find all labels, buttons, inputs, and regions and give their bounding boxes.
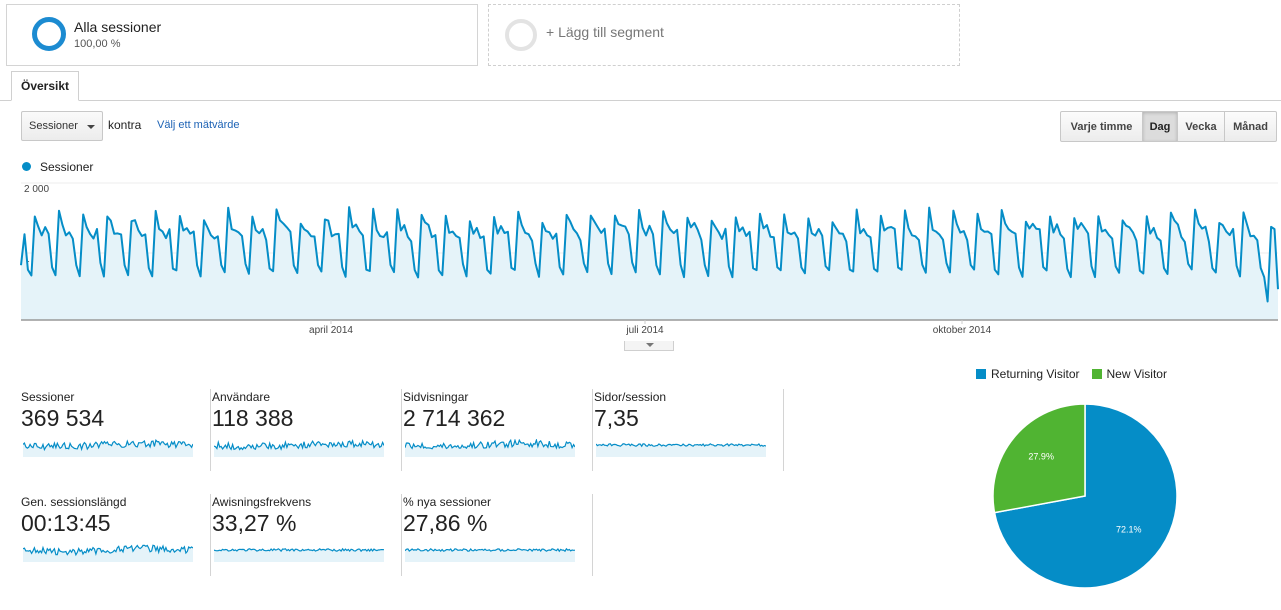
granularity-toggle: Varje timme Dag Vecka Månad — [1060, 111, 1277, 142]
metric-label: % nya sessioner — [403, 495, 492, 509]
chart-collapse-handle[interactable] — [624, 341, 674, 351]
metric-value: 33,27 % — [212, 510, 297, 536]
metric-value: 369 534 — [21, 405, 105, 431]
empty-segment-ring-icon — [505, 19, 537, 51]
pie-slice-label: 27.9% — [1028, 452, 1054, 462]
sparkline — [214, 439, 384, 457]
metric-value: 7,35 — [594, 405, 639, 431]
choose-metric-link[interactable]: Välj ett mätvärde — [157, 119, 240, 131]
metric-tile-pageviews[interactable]: Sidvisningar 2 714 362 — [403, 389, 593, 471]
pie-legend: Returning Visitor New Visitor — [976, 367, 1167, 381]
metric-value: 00:13:45 — [21, 510, 111, 536]
series-legend-dot — [22, 162, 31, 171]
sparkline-area — [214, 440, 384, 457]
metric-tile-users[interactable]: Användare 118 388 — [212, 389, 402, 471]
sparkline-area — [23, 545, 193, 562]
metric-value: 118 388 — [212, 405, 294, 431]
legend-item-returning[interactable]: Returning Visitor — [976, 367, 1080, 381]
sparkline-area — [214, 548, 384, 562]
metric-label: Sidor/session — [594, 390, 667, 404]
add-segment-button[interactable]: + Lägg till segment — [488, 4, 960, 66]
legend-label: Returning Visitor — [991, 367, 1080, 381]
granularity-day-button[interactable]: Dag — [1142, 111, 1178, 142]
metric-label: Awisningsfrekvens — [212, 495, 312, 509]
metric-select-value: Sessioner — [29, 120, 78, 132]
metric-label: Sidvisningar — [403, 390, 469, 404]
sparkline-line — [23, 439, 193, 452]
metric-tile-pages-per-session[interactable]: Sidor/session 7,35 — [594, 389, 784, 471]
sparkline-line — [405, 547, 575, 553]
pie-slice-label: 72.1% — [1116, 525, 1142, 535]
x-tick-label-april: april 2014 — [309, 325, 353, 336]
granularity-month-button[interactable]: Månad — [1224, 111, 1277, 142]
chevron-down-icon — [87, 125, 95, 129]
metric-tile-sessions[interactable]: Sessioner 369 534 — [21, 389, 211, 471]
metric-label: Användare — [212, 390, 271, 404]
x-tick-label-july: juli 2014 — [625, 325, 664, 336]
sparkline — [23, 439, 193, 457]
sessions-line-chart: 2 000 1 000 april 2014 juli 2014 oktober… — [20, 182, 1279, 336]
sparkline — [23, 544, 193, 562]
chevron-down-icon — [646, 343, 654, 347]
legend-label: New Visitor — [1106, 367, 1167, 381]
series-legend-label: Sessioner — [40, 160, 94, 174]
sparkline-line — [214, 547, 384, 553]
visitor-type-pie-chart: 72.1% 27.9% — [992, 403, 1178, 589]
sparkline-line — [405, 439, 575, 450]
metric-tile-new-sessions[interactable]: % nya sessioner 27,86 % — [403, 494, 593, 576]
metric-label: Sessioner — [21, 390, 75, 404]
sparkline-line — [596, 443, 766, 448]
versus-text: kontra — [108, 118, 142, 132]
metric-select-dropdown[interactable]: Sessioner — [21, 111, 103, 141]
segment-card-all-sessions[interactable]: Alla sessioner 100,00 % — [6, 4, 478, 66]
metric-tile-bounce-rate[interactable]: Awisningsfrekvens 33,27 % — [212, 494, 402, 576]
legend-swatch-icon — [1091, 369, 1102, 379]
segment-percent: 100,00 % — [74, 38, 121, 50]
sparkline-area — [405, 440, 575, 457]
sparkline-line — [214, 439, 384, 451]
metric-value: 27,86 % — [403, 510, 488, 536]
legend-swatch-icon — [976, 369, 986, 379]
sessions-area — [21, 207, 1278, 320]
sparkline — [405, 547, 575, 562]
metric-label: Gen. sessionslängd — [21, 495, 127, 509]
segment-ring-icon — [32, 17, 66, 51]
add-segment-label: + Lägg till segment — [546, 24, 664, 40]
pie-slice-new-visitor[interactable] — [992, 403, 1086, 514]
granularity-hourly-button[interactable]: Varje timme — [1060, 111, 1143, 142]
x-tick-label-october: oktober 2014 — [933, 325, 992, 336]
sparkline-area — [23, 440, 193, 457]
sparkline — [214, 547, 384, 562]
segment-title: Alla sessioner — [74, 19, 162, 35]
sessions-line — [20, 206, 1279, 303]
tab-overview[interactable]: Översikt — [11, 71, 79, 101]
sparkline-area — [405, 548, 575, 562]
granularity-week-button[interactable]: Vecka — [1177, 111, 1225, 142]
sparkline-line — [23, 544, 193, 557]
legend-item-new[interactable]: New Visitor — [1091, 367, 1167, 381]
sparkline-area — [596, 443, 766, 457]
tab-bar-divider — [0, 100, 1281, 101]
y-tick-2000: 2 000 — [24, 184, 49, 195]
metric-tile-avg-session-duration[interactable]: Gen. sessionslängd 00:13:45 — [21, 494, 211, 576]
metric-value: 2 714 362 — [403, 405, 506, 431]
sparkline — [596, 443, 766, 457]
sparkline — [405, 439, 575, 457]
